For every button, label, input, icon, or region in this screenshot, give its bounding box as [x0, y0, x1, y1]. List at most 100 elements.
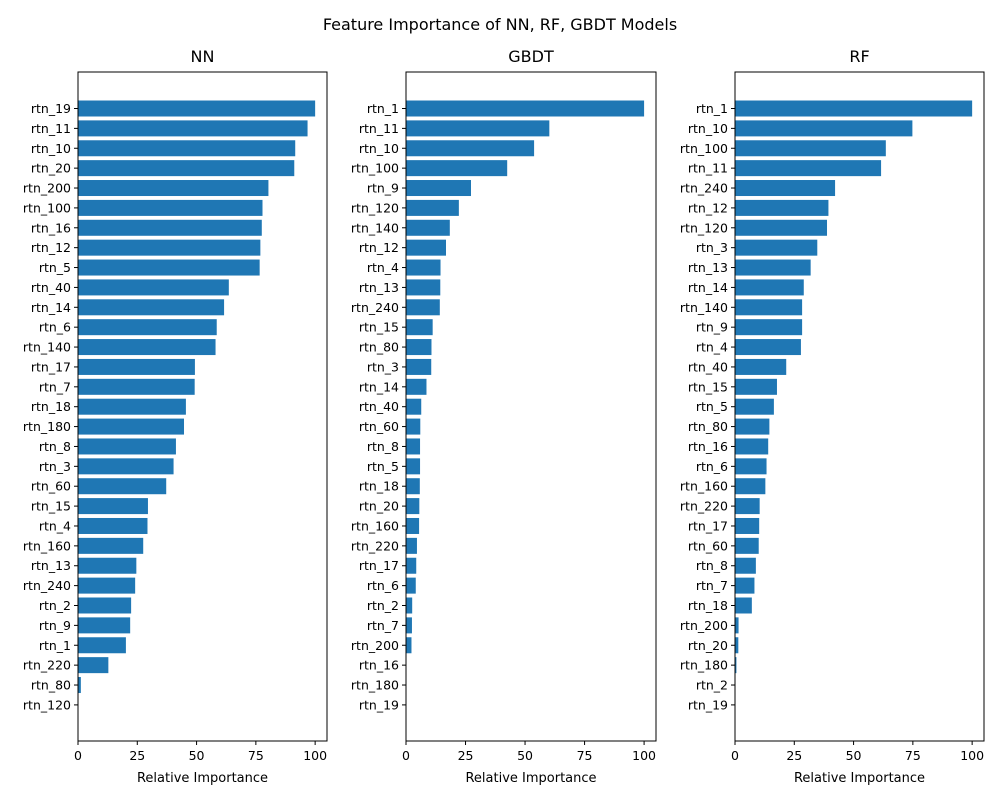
y-tick-label: rtn_13 — [688, 260, 728, 275]
bar-rtn-240 — [406, 299, 440, 316]
y-tick-label: rtn_220 — [351, 538, 399, 553]
panel-title: NN — [191, 47, 215, 66]
bar-rtn-9 — [78, 617, 131, 634]
bar-rtn-20 — [735, 637, 739, 654]
bar-rtn-40 — [406, 398, 422, 415]
y-tick-label: rtn_140 — [23, 340, 71, 355]
bar-rtn-5 — [406, 458, 421, 475]
y-tick-label: rtn_11 — [31, 121, 71, 136]
bar-rtn-20 — [78, 160, 295, 177]
y-tick-label: rtn_18 — [688, 598, 728, 613]
bar-rtn-1 — [78, 637, 126, 654]
y-tick-label: rtn_6 — [39, 320, 71, 335]
x-axis-label: Relative Importance — [794, 771, 925, 786]
bar-rtn-16 — [78, 219, 262, 236]
x-tick-label: 0 — [731, 748, 739, 763]
bar-rtn-9 — [406, 180, 471, 197]
bar-rtn-13 — [78, 557, 137, 574]
bar-rtn-240 — [735, 180, 836, 197]
panel-title: GBDT — [508, 47, 554, 66]
y-tick-label: rtn_15 — [359, 320, 399, 335]
y-tick-label: rtn_11 — [688, 161, 728, 176]
y-tick-label: rtn_14 — [359, 379, 399, 394]
bar-rtn-100 — [78, 199, 263, 216]
y-tick-label: rtn_1 — [696, 101, 728, 116]
y-tick-label: rtn_4 — [696, 340, 728, 355]
y-tick-label: rtn_120 — [680, 220, 728, 235]
figure-title: Feature Importance of NN, RF, GBDT Model… — [323, 15, 677, 34]
bar-rtn-4 — [78, 517, 148, 534]
bar-rtn-17 — [735, 517, 760, 534]
y-tick-label: rtn_3 — [367, 359, 399, 374]
y-tick-label: rtn_5 — [39, 260, 71, 275]
x-tick-label: 75 — [248, 748, 264, 763]
y-tick-label: rtn_18 — [31, 399, 71, 414]
y-tick-label: rtn_2 — [367, 598, 399, 613]
y-tick-label: rtn_80 — [359, 340, 399, 355]
bar-rtn-15 — [735, 378, 777, 395]
bar-rtn-4 — [735, 339, 801, 356]
y-tick-label: rtn_160 — [23, 538, 71, 553]
y-tick-label: rtn_9 — [39, 618, 71, 633]
bar-rtn-10 — [78, 140, 296, 157]
x-tick-label: 25 — [458, 748, 474, 763]
bar-rtn-7 — [735, 577, 755, 594]
bar-rtn-3 — [78, 458, 174, 475]
y-tick-label: rtn_16 — [31, 220, 71, 235]
bar-rtn-40 — [735, 358, 787, 375]
y-tick-label: rtn_140 — [351, 220, 399, 235]
bar-rtn-7 — [78, 378, 195, 395]
bar-rtn-14 — [406, 378, 427, 395]
y-tick-label: rtn_7 — [39, 379, 71, 394]
y-tick-label: rtn_220 — [23, 658, 71, 673]
y-tick-label: rtn_80 — [688, 419, 728, 434]
bar-rtn-14 — [735, 279, 804, 296]
axes-frame — [77, 71, 328, 742]
bar-rtn-2 — [78, 597, 132, 614]
y-tick-label: rtn_240 — [351, 300, 399, 315]
y-tick-label: rtn_8 — [696, 558, 728, 573]
y-tick-label: rtn_180 — [351, 678, 399, 693]
y-tick-label: rtn_120 — [23, 697, 71, 712]
x-tick-label: 25 — [786, 748, 802, 763]
y-tick-label: rtn_10 — [688, 121, 728, 136]
y-tick-label: rtn_1 — [39, 638, 71, 653]
bar-rtn-19 — [78, 100, 316, 117]
y-tick-label: rtn_2 — [696, 678, 728, 693]
bar-rtn-13 — [406, 279, 441, 296]
x-tick-label: 50 — [189, 748, 205, 763]
y-tick-label: rtn_13 — [359, 280, 399, 295]
bar-rtn-2 — [406, 597, 413, 614]
y-tick-label: rtn_80 — [31, 678, 71, 693]
bar-rtn-6 — [78, 319, 217, 336]
y-tick-label: rtn_240 — [680, 181, 728, 196]
y-tick-label: rtn_16 — [688, 439, 728, 454]
y-tick-label: rtn_140 — [680, 300, 728, 315]
x-axis-label: Relative Importance — [465, 771, 596, 786]
bar-rtn-15 — [78, 498, 148, 515]
bar-rtn-100 — [406, 160, 508, 177]
bar-rtn-20 — [406, 498, 420, 515]
bar-rtn-140 — [78, 339, 216, 356]
bar-rtn-60 — [78, 478, 167, 495]
x-tick-label: 100 — [303, 748, 327, 763]
bar-rtn-17 — [406, 557, 417, 574]
x-tick-label: 50 — [517, 748, 533, 763]
y-tick-label: rtn_18 — [359, 479, 399, 494]
y-tick-label: rtn_100 — [23, 200, 71, 215]
bar-rtn-60 — [406, 418, 421, 435]
bar-rtn-60 — [735, 537, 759, 554]
bar-rtn-8 — [406, 438, 421, 455]
bar-rtn-180 — [78, 418, 185, 435]
gbdt-panel: GBDT Relative Importance rtn_1 rtn_11 rtn_… — [351, 47, 657, 786]
bar-rtn-1 — [406, 100, 645, 117]
y-tick-label: rtn_15 — [31, 499, 71, 514]
bar-rtn-100 — [735, 140, 886, 157]
y-tick-label: rtn_6 — [367, 578, 399, 593]
bar-rtn-18 — [406, 478, 420, 495]
y-tick-label: rtn_17 — [359, 558, 399, 573]
panel-title: RF — [849, 47, 869, 66]
bar-rtn-16 — [735, 438, 769, 455]
bar-rtn-5 — [78, 259, 260, 276]
